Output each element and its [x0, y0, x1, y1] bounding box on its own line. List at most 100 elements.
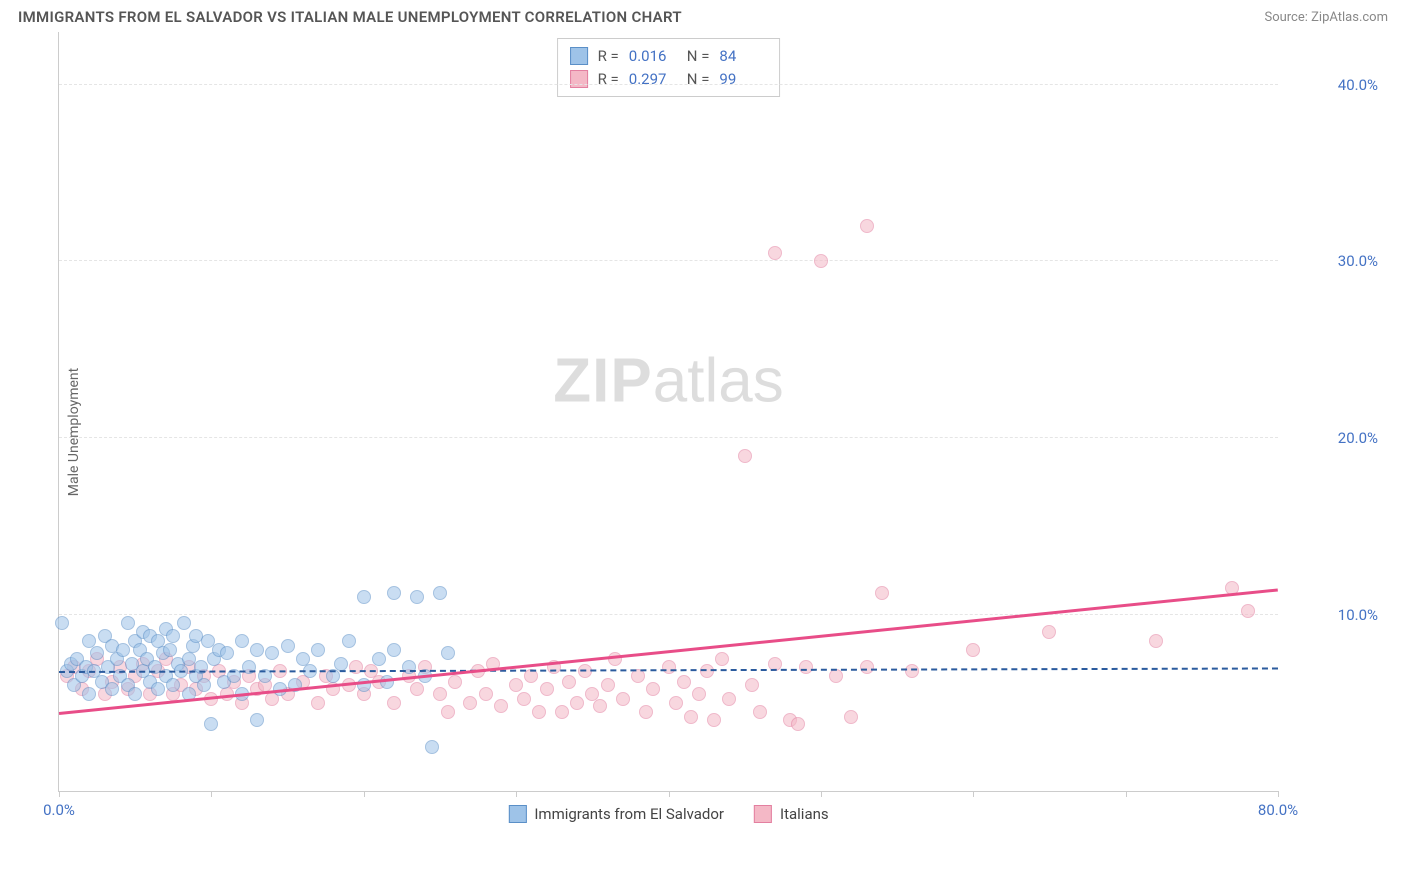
- scatter-point: [479, 687, 493, 701]
- scatter-point: [90, 646, 104, 660]
- scatter-point: [387, 643, 401, 657]
- swatch-series-b-icon: [754, 805, 772, 823]
- scatter-point: [875, 586, 889, 600]
- gridline: [59, 84, 1278, 85]
- scatter-point: [860, 219, 874, 233]
- scatter-point: [677, 675, 691, 689]
- scatter-point: [121, 616, 135, 630]
- stats-row-a: R = 0.016 N = 84: [570, 45, 768, 68]
- scatter-point: [82, 687, 96, 701]
- y-tick-label: 10.0%: [1288, 606, 1378, 624]
- scatter-point: [570, 696, 584, 710]
- scatter-point: [1241, 604, 1255, 618]
- scatter-point: [372, 652, 386, 666]
- scatter-point: [433, 687, 447, 701]
- scatter-point: [311, 643, 325, 657]
- scatter-point: [204, 717, 218, 731]
- x-tick: [1126, 791, 1127, 797]
- scatter-point: [250, 713, 264, 727]
- scatter-point: [105, 682, 119, 696]
- scatter-point: [250, 643, 264, 657]
- scatter-point: [1042, 625, 1056, 639]
- scatter-point: [646, 682, 660, 696]
- x-tick: [59, 791, 60, 797]
- legend-label-a: Immigrants from El Salvador: [534, 805, 724, 823]
- scatter-point: [334, 657, 348, 671]
- scatter-point: [311, 696, 325, 710]
- scatter-point: [860, 660, 874, 674]
- scatter-point: [166, 629, 180, 643]
- scatter-point: [799, 660, 813, 674]
- gridline: [59, 437, 1278, 438]
- scatter-point: [55, 616, 69, 630]
- scatter-point: [722, 692, 736, 706]
- scatter-point: [692, 687, 706, 701]
- scatter-point: [448, 675, 462, 689]
- scatter-point: [177, 616, 191, 630]
- legend-item-b: Italians: [754, 805, 829, 823]
- scatter-point: [387, 586, 401, 600]
- y-tick-label: 30.0%: [1288, 252, 1378, 270]
- x-tick-label: 0.0%: [43, 801, 75, 819]
- scatter-point: [844, 710, 858, 724]
- scatter-point: [639, 705, 653, 719]
- scatter-point: [163, 643, 177, 657]
- x-tick-label: 80.0%: [1258, 801, 1298, 819]
- stats-legend: R = 0.016 N = 84 R = 0.297 N = 99: [557, 38, 781, 97]
- scatter-point: [791, 717, 805, 731]
- x-tick: [973, 791, 974, 797]
- scatter-point: [509, 678, 523, 692]
- scatter-point: [684, 710, 698, 724]
- bottom-legend: Immigrants from El Salvador Italians: [508, 805, 828, 823]
- x-tick: [1278, 791, 1279, 797]
- scatter-point: [715, 652, 729, 666]
- x-tick: [821, 791, 822, 797]
- scatter-point: [410, 590, 424, 604]
- swatch-series-a: [570, 47, 588, 65]
- scatter-point: [220, 646, 234, 660]
- legend-label-b: Italians: [780, 805, 829, 823]
- scatter-point: [517, 692, 531, 706]
- x-tick: [669, 791, 670, 797]
- scatter-point: [441, 646, 455, 660]
- scatter-point: [669, 696, 683, 710]
- scatter-point: [540, 682, 554, 696]
- scatter-point: [441, 705, 455, 719]
- scatter-point: [281, 639, 295, 653]
- scatter-point: [235, 634, 249, 648]
- scatter-point: [814, 254, 828, 268]
- y-tick-label: 20.0%: [1288, 429, 1378, 447]
- scatter-point: [555, 705, 569, 719]
- chart-title: IMMIGRANTS FROM EL SALVADOR VS ITALIAN M…: [18, 8, 682, 26]
- scatter-point: [616, 692, 630, 706]
- scatter-point: [1149, 634, 1163, 648]
- legend-item-a: Immigrants from El Salvador: [508, 805, 724, 823]
- scatter-point: [768, 246, 782, 260]
- scatter-point: [905, 664, 919, 678]
- scatter-point: [593, 699, 607, 713]
- y-tick-label: 40.0%: [1288, 76, 1378, 94]
- scatter-point: [433, 586, 447, 600]
- gridline: [59, 614, 1278, 615]
- x-tick: [364, 791, 365, 797]
- scatter-point: [425, 740, 439, 754]
- scatter-point: [116, 643, 130, 657]
- scatter-point: [601, 678, 615, 692]
- scatter-point: [738, 449, 752, 463]
- scatter-point: [349, 660, 363, 674]
- scatter-point: [707, 713, 721, 727]
- scatter-point: [265, 646, 279, 660]
- stats-row-b: R = 0.297 N = 99: [570, 68, 768, 91]
- scatter-point: [410, 682, 424, 696]
- scatter-point: [342, 634, 356, 648]
- scatter-point: [532, 705, 546, 719]
- scatter-point: [357, 590, 371, 604]
- scatter-point: [753, 705, 767, 719]
- scatter-point: [966, 643, 980, 657]
- scatter-point: [562, 675, 576, 689]
- gridline: [59, 260, 1278, 261]
- scatter-point: [197, 678, 211, 692]
- scatter-point: [463, 696, 477, 710]
- scatter-point: [829, 669, 843, 683]
- swatch-series-b: [570, 70, 588, 88]
